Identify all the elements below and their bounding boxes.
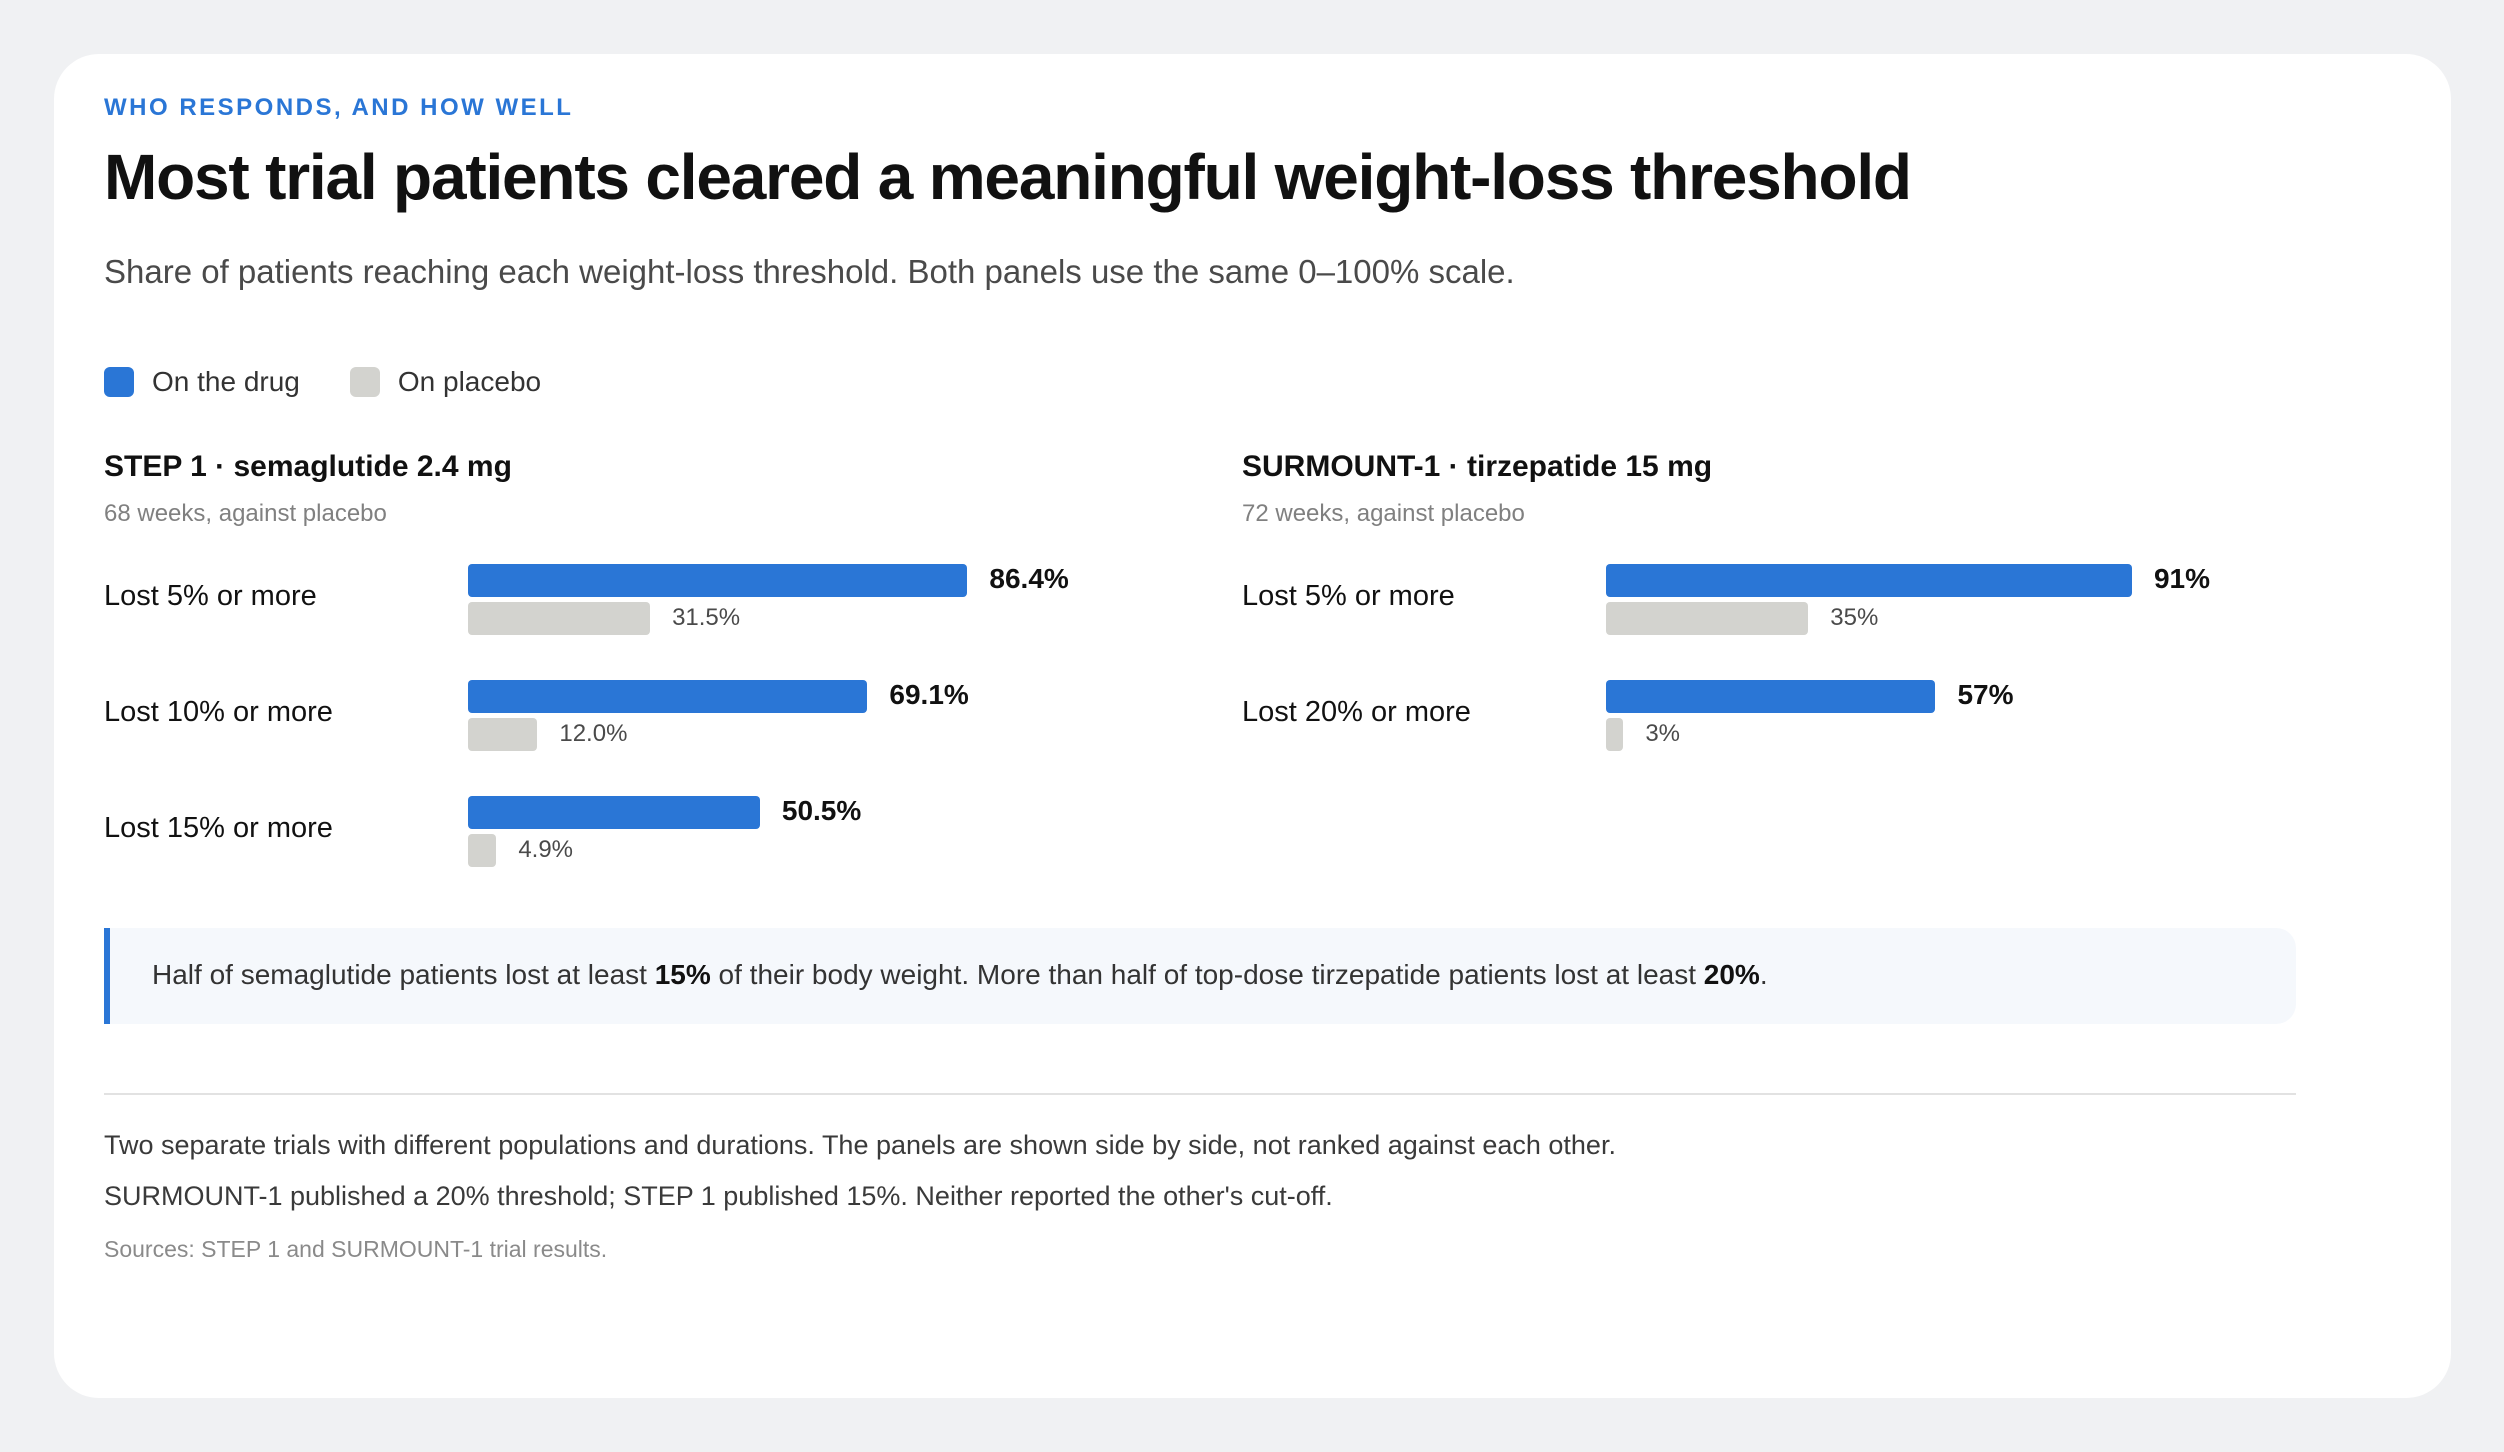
- callout: Half of semaglutide patients lost at lea…: [104, 928, 2296, 1024]
- legend-item-drug: On the drug: [104, 366, 300, 398]
- bar-placebo: [468, 602, 651, 635]
- category-label: Lost 20% or more: [1242, 696, 1471, 728]
- callout-text-part: of their body weight. More than half of …: [710, 959, 1704, 990]
- bar-placebo: [468, 834, 497, 867]
- source-note: Sources: STEP 1 and SURMOUNT-1 trial res…: [104, 1236, 608, 1262]
- category-label: Lost 5% or more: [1242, 580, 1455, 612]
- bar-drug: [468, 796, 760, 829]
- legend: On the drug On placebo: [104, 366, 541, 398]
- bar-drug: [1606, 564, 2132, 597]
- bar-drug: [1606, 680, 1936, 713]
- callout-text-part: .: [1759, 959, 1768, 990]
- data-label-placebo: 3%: [1645, 720, 1681, 747]
- legend-label-placebo: On placebo: [397, 366, 542, 397]
- data-label-drug: 69.1%: [889, 679, 969, 710]
- bar-placebo: [468, 718, 538, 751]
- bar-row: Lost 15% or more 50.5% 4.9%: [104, 792, 1204, 908]
- bar-row: Lost 20% or more 57% 3%: [1242, 676, 2342, 792]
- divider: [104, 1093, 2296, 1095]
- category-label: Lost 15% or more: [104, 812, 333, 844]
- legend-label-drug: On the drug: [152, 366, 300, 397]
- bar-row: Lost 5% or more 91% 35%: [1242, 560, 2342, 676]
- category-label: Lost 10% or more: [104, 696, 333, 728]
- legend-swatch-placebo: [349, 367, 380, 397]
- data-label-placebo: 31.5%: [672, 604, 741, 631]
- callout-highlight: 20%: [1703, 959, 1760, 990]
- panel-subtitle: 68 weeks, against placebo: [104, 500, 387, 527]
- bar-placebo: [1606, 602, 1809, 635]
- legend-swatch-drug: [104, 367, 134, 397]
- bar-row: Lost 5% or more 86.4% 31.5%: [104, 560, 1204, 676]
- data-label-drug: 50.5%: [781, 795, 862, 826]
- panel-subtitle: 72 weeks, against placebo: [1242, 500, 1525, 527]
- bar-rows: Lost 5% or more 86.4% 31.5% Lost 10% or mor…: [104, 560, 1204, 908]
- panel-title: SURMOUNT-1 · tirzepatide 15 mg: [1242, 450, 1713, 483]
- data-label-drug: 91%: [2153, 563, 2211, 594]
- bar-drug: [468, 564, 968, 597]
- data-label-drug: 57%: [1957, 679, 2014, 710]
- eyebrow: WHO RESPONDS, AND HOW WELL: [104, 94, 574, 121]
- callout-highlight: 15%: [654, 959, 711, 990]
- panel-step1: STEP 1 · semaglutide 2.4 mg 68 weeks, ag…: [104, 450, 1204, 910]
- panel-surmount1: SURMOUNT-1 · tirzepatide 15 mg 72 weeks,…: [1242, 450, 2342, 910]
- data-label-drug: 86.4%: [989, 563, 1069, 594]
- category-label: Lost 5% or more: [104, 580, 317, 612]
- callout-text-part: Half of semaglutide patients lost at lea…: [152, 959, 655, 990]
- chart-title: Most trial patients cleared a meaningful…: [104, 141, 1912, 213]
- bar-drug: [468, 680, 868, 713]
- bar-rows: Lost 5% or more 91% 35% Lost 20% or more 57%…: [1242, 560, 2342, 792]
- chart-subtitle: Share of patients reaching each weight-l…: [104, 253, 1515, 290]
- data-label-placebo: 12.0%: [559, 720, 628, 747]
- footnote: SURMOUNT-1 published a 20% threshold; ST…: [104, 1181, 1333, 1211]
- footnote: Two separate trials with different popul…: [104, 1130, 1616, 1160]
- callout-text: Half of semaglutide patients lost at lea…: [152, 959, 1768, 991]
- bar-row: Lost 10% or more 69.1% 12.0%: [104, 676, 1204, 792]
- bar-placebo: [1606, 718, 1624, 751]
- chart-card: [54, 54, 2451, 1398]
- data-label-placebo: 35%: [1830, 604, 1879, 631]
- panel-title: STEP 1 · semaglutide 2.4 mg: [104, 450, 512, 483]
- legend-item-placebo: On placebo: [349, 366, 542, 398]
- data-label-placebo: 4.9%: [518, 836, 574, 863]
